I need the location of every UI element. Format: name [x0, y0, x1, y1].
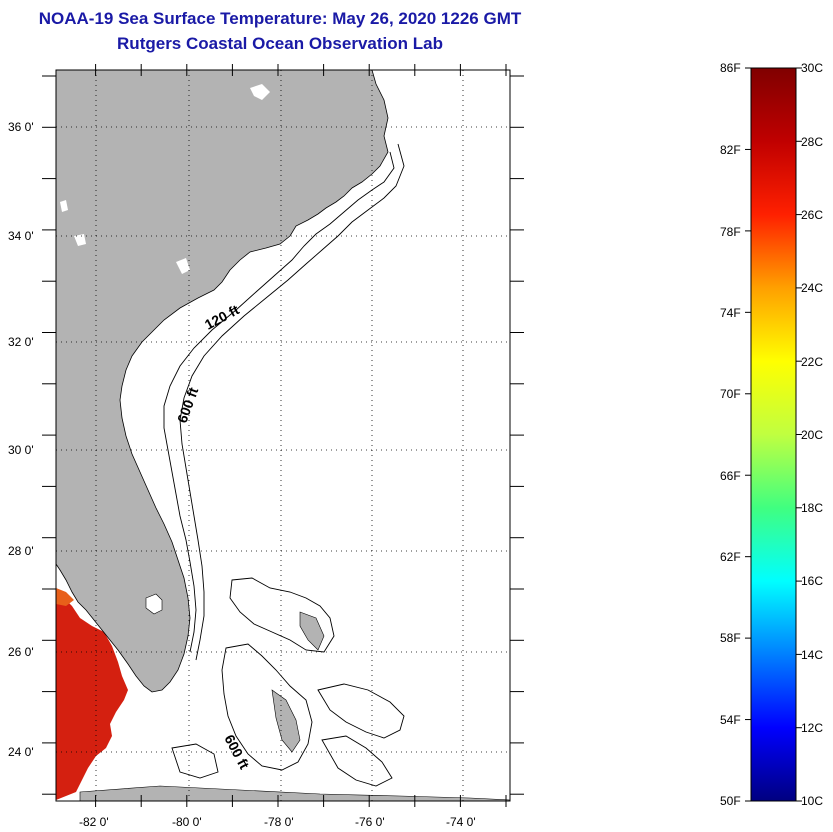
lon-tick-labels: -82 0' -80 0' -78 0' -76 0' -74 0' [79, 815, 476, 829]
lat-tick-label: 32 0' [8, 335, 34, 349]
lat-tick-label: 30 0' [8, 443, 34, 457]
contour-600ft [179, 143, 405, 661]
colorbar-c-label: 10C [801, 794, 823, 808]
colorbar-c-label: 20C [801, 428, 823, 442]
map-subtitle: Rutgers Coastal Ocean Observation Lab [117, 34, 443, 53]
lat-tick-label: 26 0' [8, 645, 34, 659]
land-bahamas [271, 689, 301, 753]
lon-tick-label: -74 0' [446, 815, 476, 829]
inland-lake [60, 200, 68, 212]
colorbar-ticks [745, 67, 802, 802]
contour-bahamas-5 [171, 743, 219, 779]
map-body: 120 ft 600 ft 600 ft [56, 70, 510, 801]
colorbar-f-labels: 86F 82F 78F 74F 70F 66F 62F 58F 54F 50F [720, 61, 741, 808]
colorbar-f-label: 82F [720, 143, 741, 157]
lon-tick-label: -78 0' [264, 815, 294, 829]
colorbar-f-label: 86F [720, 61, 741, 75]
colorbar-f-label: 78F [720, 225, 741, 239]
inland-lake [74, 234, 86, 246]
map-title: NOAA-19 Sea Surface Temperature: May 26,… [38, 9, 522, 28]
colorbar-c-label: 30C [801, 61, 823, 75]
colorbar-f-label: 54F [720, 713, 741, 727]
colorbar-f-label: 58F [720, 631, 741, 645]
colorbar-c-label: 24C [801, 281, 823, 295]
colorbar-c-label: 28C [801, 135, 823, 149]
colorbar-c-label: 14C [801, 648, 823, 662]
lat-tick-label: 36 0' [8, 120, 34, 134]
colorbar-f-label: 50F [720, 794, 741, 808]
colorbar-f-label: 70F [720, 387, 741, 401]
land-cuba [79, 785, 510, 801]
contour-bahamas-2 [221, 643, 313, 771]
lake-okeechobee [145, 593, 163, 615]
colorbar-c-label: 18C [801, 501, 823, 515]
colorbar-c-label: 26C [801, 208, 823, 222]
colorbar-c-label: 22C [801, 355, 823, 369]
land-mainland [56, 70, 389, 693]
lat-tick-label: 24 0' [8, 745, 34, 759]
colorbar-c-labels: 30C 28C 26C 24C 22C 20C 18C 16C 14C 12C … [801, 61, 823, 808]
lon-tick-label: -82 0' [79, 815, 109, 829]
lat-tick-labels: 36 0' 34 0' 32 0' 30 0' 28 0' 26 0' 24 0… [8, 120, 34, 759]
lon-tick-label: -76 0' [355, 815, 385, 829]
colorbar-c-label: 16C [801, 574, 823, 588]
colorbar-f-label: 62F [720, 550, 741, 564]
colorbar [750, 67, 797, 802]
contour-bahamas-3 [317, 683, 405, 739]
tick-marks [42, 64, 524, 807]
contour-120ft [163, 151, 395, 653]
lat-tick-label: 34 0' [8, 229, 34, 243]
inland-lake [176, 258, 190, 274]
colorbar-f-label: 74F [720, 306, 741, 320]
contour-bahamas-1 [229, 577, 335, 653]
colorbar-f-label: 66F [720, 469, 741, 483]
lon-tick-label: -80 0' [172, 815, 202, 829]
sst-data-fringe [56, 588, 74, 606]
bathymetry-contours [163, 143, 405, 787]
sst-data-patch [56, 598, 128, 800]
graticule [56, 70, 510, 801]
lat-tick-label: 28 0' [8, 544, 34, 558]
inland-lake [250, 84, 270, 100]
land-bahamas [299, 611, 325, 651]
colorbar-c-label: 12C [801, 721, 823, 735]
contour-bahamas-4 [321, 735, 393, 787]
